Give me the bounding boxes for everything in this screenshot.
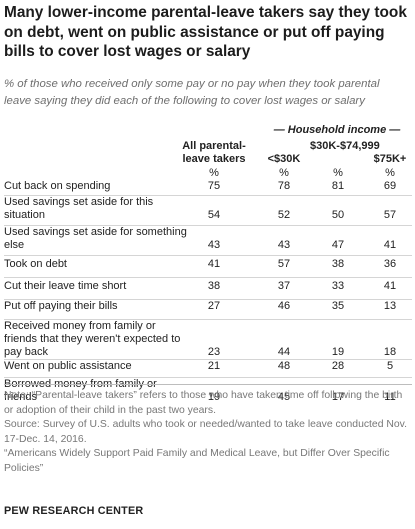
- value-all: 27: [207, 300, 221, 312]
- value-30k-75k: 19: [331, 346, 345, 359]
- value-75k-plus: 69: [383, 180, 397, 192]
- value-lt30k: 46: [277, 300, 291, 312]
- value-lt30k: 43: [277, 239, 291, 252]
- row-label: Used savings set aside for something els…: [4, 226, 187, 252]
- value-75k-plus: 11: [384, 391, 396, 404]
- value-30k-75k: 50: [331, 209, 345, 222]
- value-75k-plus: 5: [386, 360, 394, 372]
- row-label: Cut back on spending: [4, 180, 111, 192]
- value-lt30k: 45: [277, 391, 291, 404]
- value-30k-75k: 47: [331, 239, 345, 252]
- org-name: PEW RESEARCH CENTER: [4, 505, 144, 517]
- row-label: Put off paying their bills: [4, 300, 118, 312]
- row-label: Went on public assistance: [4, 360, 132, 372]
- value-75k-plus: 41: [383, 280, 397, 292]
- row-divider: [4, 277, 412, 278]
- row-divider: [4, 319, 412, 320]
- value-30k-75k: 28: [331, 360, 345, 372]
- row-divider: [4, 377, 412, 378]
- pct-marker-75k-plus: %: [385, 167, 395, 179]
- value-75k-plus: 36: [383, 258, 397, 270]
- value-lt30k: 48: [277, 360, 291, 372]
- column-header-75k-plus: $75K+: [373, 153, 407, 165]
- column-header-all: All parental-leave takers: [182, 140, 246, 165]
- value-lt30k: 44: [277, 346, 291, 359]
- household-income-header: — Household income —: [273, 124, 401, 136]
- pct-marker-30k-75k: %: [333, 167, 343, 179]
- chart-title: Many lower-income parental-leave takers …: [4, 4, 407, 61]
- value-lt30k: 78: [277, 180, 291, 192]
- value-75k-plus: 57: [383, 209, 397, 222]
- value-30k-75k: 33: [331, 280, 345, 292]
- row-divider: [4, 359, 412, 360]
- row-divider: [4, 255, 412, 256]
- pct-marker-all: %: [209, 167, 219, 179]
- value-75k-plus: 41: [383, 239, 397, 252]
- value-lt30k: 57: [277, 258, 291, 270]
- value-75k-plus: 18: [383, 346, 397, 359]
- value-all: 38: [207, 280, 221, 292]
- value-all: 21: [207, 360, 221, 372]
- value-30k-75k: 38: [331, 258, 345, 270]
- value-lt30k: 37: [277, 280, 291, 292]
- value-30k-75k: 81: [331, 180, 345, 192]
- table-bottom-divider: [4, 384, 412, 385]
- row-label: Cut their leave time short: [4, 280, 127, 292]
- value-all: 75: [207, 180, 221, 192]
- report-title: “Americans Widely Support Paid Family an…: [4, 448, 390, 474]
- value-all: 41: [207, 258, 221, 270]
- source-text: Source: Survey of U.S. adults who took o…: [4, 419, 407, 445]
- chart-subtitle: % of those who received only some pay or…: [4, 78, 380, 107]
- row-divider: [4, 195, 412, 196]
- column-header-lt30k: <$30K: [267, 153, 301, 165]
- value-75k-plus: 13: [383, 300, 397, 312]
- row-label: Received money from family or friends th…: [4, 320, 181, 359]
- value-lt30k: 52: [277, 209, 291, 222]
- row-divider: [4, 225, 412, 226]
- note-text: Note: “Parental-leave takers” refers to …: [4, 390, 403, 416]
- notes-block: Note: “Parental-leave takers” refers to …: [4, 389, 412, 477]
- pct-marker-lt30k: %: [279, 167, 289, 179]
- row-label: Used savings set aside for this situatio…: [4, 196, 154, 222]
- value-30k-75k: 17: [331, 391, 345, 404]
- value-all: 43: [207, 239, 221, 252]
- value-all: 19: [207, 391, 221, 404]
- value-30k-75k: 35: [331, 300, 345, 312]
- value-all: 23: [207, 346, 221, 359]
- row-label: Took on debt: [4, 258, 67, 270]
- column-header-30k-75k: $30K-$74,999: [310, 140, 380, 152]
- value-all: 54: [207, 209, 221, 222]
- row-divider: [4, 299, 412, 300]
